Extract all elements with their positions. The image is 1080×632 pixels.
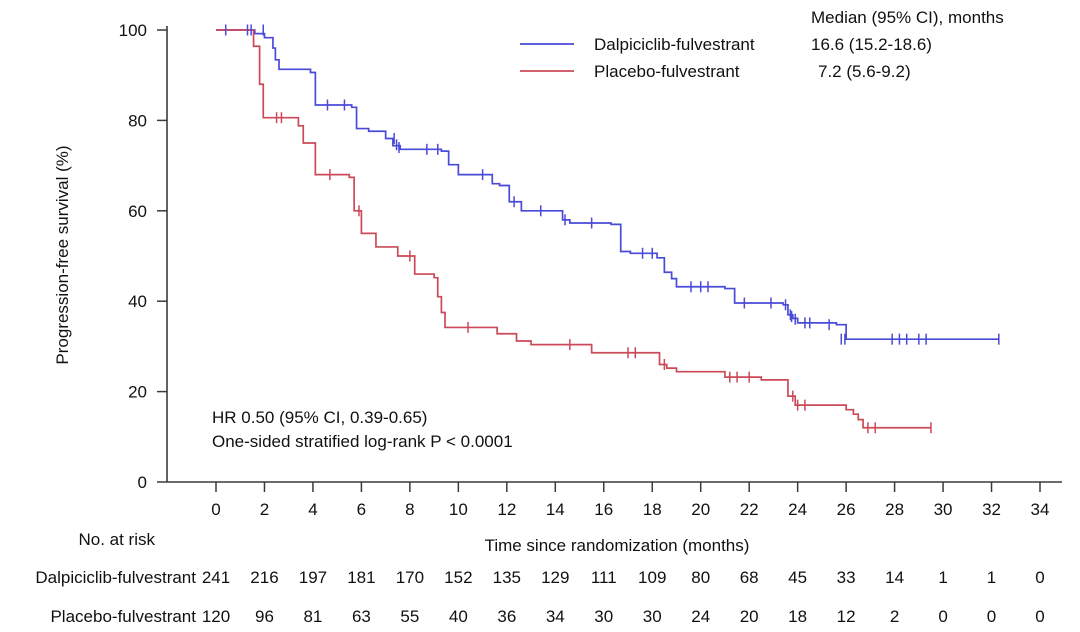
y-tick-label: 60 [128,202,147,221]
x-tick-label: 0 [211,500,220,519]
legend: Median (95% CI), months Dalpiciclib-fulv… [520,8,1004,81]
risk-count: 1 [938,568,947,587]
risk-count: 30 [594,607,613,626]
x-axis-title: Time since randomization (months) [485,536,750,555]
risk-count: 135 [493,568,521,587]
x-tick-label: 18 [643,500,662,519]
risk-count: 2 [890,607,899,626]
risk-count: 12 [837,607,856,626]
risk-table-title: No. at risk [78,530,155,549]
hazard-ratio-text: HR 0.50 (95% CI, 0.39-0.65) [212,408,427,427]
y-tick-label: 40 [128,292,147,311]
legend-label-dalpiciclib: Dalpiciclib-fulvestrant [594,35,755,54]
x-tick-label: 10 [449,500,468,519]
risk-count: 96 [255,607,274,626]
risk-table-values: 241 216 197 181 170 152 135 129 111 109 80 68 45 33 14… [202,568,1045,626]
risk-count: 33 [837,568,856,587]
risk-count: 63 [352,607,371,626]
legend-header: Median (95% CI), months [811,8,1004,27]
y-tick-label: 20 [128,383,147,402]
risk-count: 241 [202,568,230,587]
risk-count: 20 [740,607,759,626]
x-tick-label: 20 [691,500,710,519]
x-tick-label: 26 [837,500,856,519]
x-tick-label: 24 [788,500,807,519]
risk-count: 36 [497,607,516,626]
risk-count: 170 [396,568,424,587]
risk-count: 152 [444,568,472,587]
risk-count: 55 [400,607,419,626]
x-axis-ticks: 0 2 4 6 8 10 12 14 16 18 20 22 24 26 28 30 32 34 [211,482,1049,519]
statistics-annotation: HR 0.50 (95% CI, 0.39-0.65) One-sided st… [212,408,513,451]
y-tick-label: 0 [138,473,147,492]
risk-count: 0 [987,607,996,626]
y-axis-title: Progression-free survival (%) [53,145,72,364]
survival-curves [216,29,999,429]
x-tick-label: 2 [260,500,269,519]
legend-value-dalpiciclib: 16.6 (15.2-18.6) [811,35,932,54]
survival-curve-dalpiciclib [216,29,999,341]
censor-marks [224,24,1000,434]
x-tick-label: 6 [357,500,366,519]
risk-count: 1 [987,568,996,587]
risk-count: 34 [546,607,565,626]
risk-table: No. at risk Dalpiciclib-fulvestrant Plac… [35,530,1044,626]
risk-count: 0 [1035,607,1044,626]
risk-count: 181 [347,568,375,587]
risk-count: 111 [591,568,617,587]
x-tick-label: 32 [982,500,1001,519]
risk-count: 18 [788,607,807,626]
risk-count: 24 [691,607,710,626]
risk-count: 0 [938,607,947,626]
risk-row-label-placebo: Placebo-fulvestrant [50,607,196,626]
risk-count: 0 [1035,568,1044,587]
risk-row-label-dalpiciclib: Dalpiciclib-fulvestrant [35,568,196,587]
x-tick-label: 28 [885,500,904,519]
risk-count: 109 [638,568,666,587]
x-tick-label: 4 [308,500,317,519]
survival-curve-placebo [216,29,931,429]
risk-count: 40 [449,607,468,626]
y-tick-label: 100 [119,21,147,40]
risk-count: 80 [691,568,710,587]
x-tick-label: 12 [497,500,516,519]
risk-count: 81 [303,607,322,626]
risk-count: 120 [202,607,230,626]
risk-count: 216 [250,568,278,587]
x-tick-label: 16 [594,500,613,519]
x-tick-label: 8 [405,500,414,519]
risk-count: 197 [299,568,327,587]
legend-label-placebo: Placebo-fulvestrant [594,62,740,81]
logrank-p-text: One-sided stratified log-rank P < 0.0001 [212,432,513,451]
legend-value-placebo: 7.2 (5.6-9.2) [818,62,911,81]
x-tick-label: 22 [740,500,759,519]
risk-count: 129 [541,568,569,587]
risk-count: 68 [740,568,759,587]
x-tick-label: 34 [1031,500,1050,519]
risk-count: 14 [885,568,904,587]
risk-count: 45 [788,568,807,587]
x-tick-label: 30 [934,500,953,519]
y-axis-ticks: 0 20 40 60 80 100 [119,21,167,492]
y-tick-label: 80 [128,111,147,130]
x-tick-label: 14 [546,500,565,519]
risk-count: 30 [643,607,662,626]
